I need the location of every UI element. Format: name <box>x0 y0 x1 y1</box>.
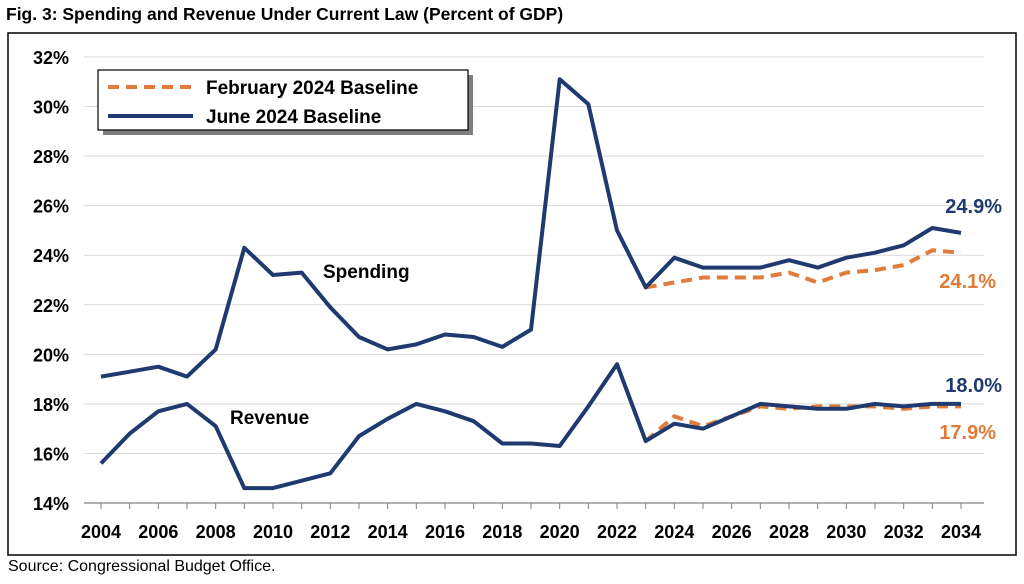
y-tick-label: 32% <box>33 48 69 68</box>
feb-spending-end-label: 24.1% <box>939 271 996 293</box>
legend: February 2024 Baseline June 2024 Baselin… <box>97 69 473 135</box>
figure-title: Fig. 3: Spending and Revenue Under Curre… <box>6 4 564 24</box>
y-tick-label: 16% <box>33 444 69 464</box>
y-tick-label: 28% <box>33 147 69 167</box>
june-spending-end-label: 24.9% <box>945 196 1002 218</box>
x-tick-label: 2032 <box>884 522 924 542</box>
y-tick-label: 14% <box>33 494 69 514</box>
x-tick-label: 2020 <box>540 522 580 542</box>
june-revenue-end-label: 18.0% <box>945 375 1002 397</box>
spending-label: Spending <box>323 262 410 283</box>
x-tick-label: 2006 <box>138 522 178 542</box>
revenue-label: Revenue <box>230 408 309 429</box>
source-note: Source: Congressional Budget Office. <box>8 558 276 575</box>
x-tick-label: 2018 <box>482 522 522 542</box>
x-tick-label: 2030 <box>826 522 866 542</box>
y-tick-label: 20% <box>33 345 69 365</box>
series-line-revenue-feb <box>644 404 961 443</box>
x-tick-label: 2008 <box>196 522 236 542</box>
x-tick-label: 2012 <box>310 522 350 542</box>
annotations: Spending Revenue 24.9% 24.1% 18.0% 17.9% <box>230 196 1002 444</box>
x-axis: 2004 2006 2008 2010 2012 2014 2016 2018 2020 2022… <box>81 502 984 542</box>
legend-box <box>97 69 469 131</box>
x-tick-label: 2024 <box>654 522 694 542</box>
plot-frame <box>7 32 1017 556</box>
series-lines <box>99 77 962 491</box>
x-tick-label: 2016 <box>425 522 465 542</box>
y-tick-label: 24% <box>33 246 69 266</box>
x-tick-label: 2010 <box>253 522 293 542</box>
series-line-spending-june <box>100 77 962 379</box>
y-tick-label: 26% <box>33 197 69 217</box>
series-line-spending-feb <box>645 248 962 290</box>
x-tick-label: 2026 <box>712 522 752 542</box>
x-tick-label: 2014 <box>368 522 408 542</box>
series-line-revenue-june <box>99 362 961 491</box>
feb-revenue-end-label: 17.9% <box>939 422 996 444</box>
x-tick-label: 2028 <box>769 522 809 542</box>
x-tick-label: 2022 <box>597 522 637 542</box>
y-tick-label: 22% <box>33 296 69 316</box>
legend-label-feb: February 2024 Baseline <box>206 78 418 99</box>
legend-label-june: June 2024 Baseline <box>206 107 381 128</box>
y-tick-label: 18% <box>33 395 69 415</box>
y-axis-ticks: 14% 16% 18% 20% 22% 24% 26% 28% 30% 32% <box>33 48 69 514</box>
y-tick-label: 30% <box>33 98 69 118</box>
x-tick-label: 2004 <box>81 522 121 542</box>
x-tick-label: 2034 <box>941 522 981 542</box>
